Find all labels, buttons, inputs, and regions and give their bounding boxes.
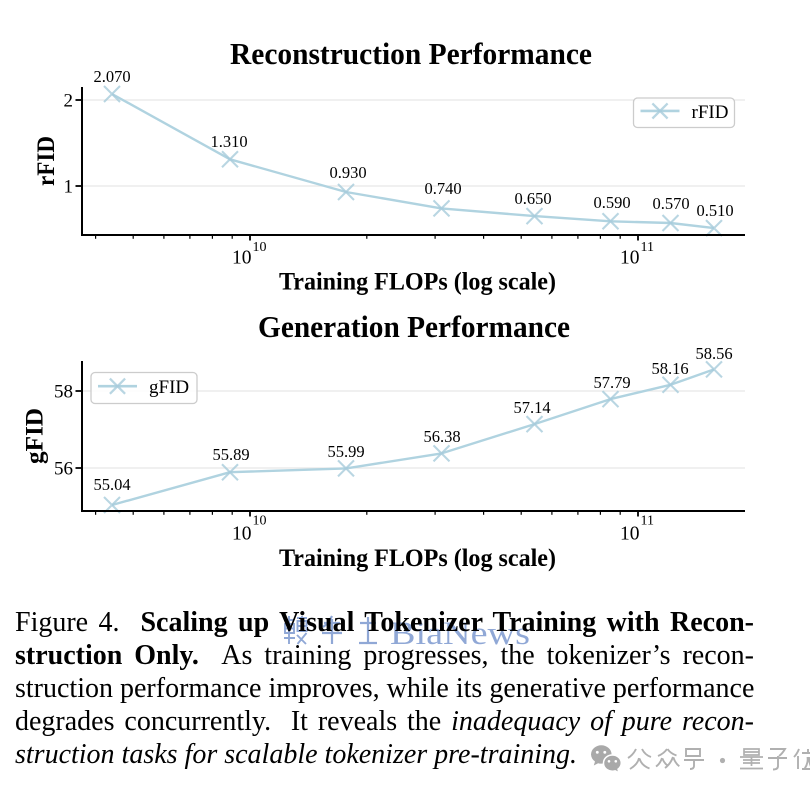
svg-text:0.570: 0.570 [652, 194, 689, 213]
svg-text:10: 10 [253, 514, 267, 529]
svg-text:55.04: 55.04 [93, 475, 130, 494]
svg-text:11: 11 [641, 240, 654, 255]
svg-text:57.14: 57.14 [513, 398, 550, 417]
svg-text:Reconstruction Performance: Reconstruction Performance [230, 36, 592, 71]
svg-text:2: 2 [64, 91, 74, 112]
svg-text:BiaNews: BiaNews [390, 616, 530, 652]
svg-text:10: 10 [620, 248, 640, 269]
svg-text:10: 10 [232, 524, 252, 545]
svg-text:10: 10 [620, 524, 640, 545]
svg-text:57.79: 57.79 [593, 373, 630, 392]
svg-text:56: 56 [54, 459, 73, 480]
svg-text:55.99: 55.99 [327, 442, 364, 461]
svg-text:Training FLOPs (log scale): Training FLOPs (log scale) [279, 269, 556, 296]
svg-text:rFID: rFID [33, 136, 60, 186]
svg-text:58.16: 58.16 [651, 359, 688, 378]
svg-text:1.310: 1.310 [210, 132, 247, 151]
svg-text:0.650: 0.650 [514, 189, 551, 208]
svg-text:58: 58 [54, 382, 73, 403]
svg-text:55.89: 55.89 [212, 445, 249, 464]
svg-text:10: 10 [232, 248, 252, 269]
svg-text:rFID: rFID [692, 102, 729, 123]
svg-text:56.38: 56.38 [423, 427, 460, 446]
svg-text:Training FLOPs (log scale): Training FLOPs (log scale) [279, 545, 556, 572]
svg-text:gFID: gFID [149, 377, 189, 398]
svg-text:Generation Performance: Generation Performance [258, 309, 570, 344]
svg-text:10: 10 [253, 240, 267, 255]
svg-text:0.510: 0.510 [696, 201, 733, 220]
svg-text:gFID: gFID [22, 408, 49, 464]
svg-text:0.930: 0.930 [329, 163, 366, 182]
svg-text:11: 11 [641, 514, 654, 529]
svg-text:2.070: 2.070 [93, 67, 130, 86]
svg-text:0.740: 0.740 [424, 179, 461, 198]
svg-text:58.56: 58.56 [695, 344, 732, 363]
svg-text:1: 1 [64, 177, 74, 198]
svg-text:0.590: 0.590 [593, 193, 630, 212]
